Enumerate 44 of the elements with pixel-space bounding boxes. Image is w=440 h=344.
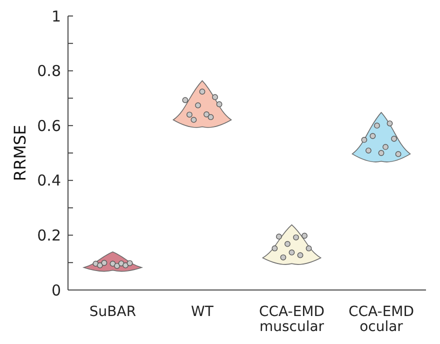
x-tick-label: WT [191,304,214,320]
point [382,144,388,150]
point [208,114,214,120]
point [366,148,372,154]
point [374,122,380,129]
point [395,151,402,158]
point [284,241,290,247]
point [216,101,222,108]
y-tick-label: 0 [51,281,61,300]
point [280,254,286,260]
x-tick-label: CCA-EMD ocular [348,304,414,335]
y-tick-label: 0.4 [37,172,61,190]
point [110,260,116,267]
point [114,262,120,269]
point [378,150,384,156]
x-tick-label: SuBAR [89,304,136,320]
point [297,252,304,258]
point [306,245,312,252]
point [186,112,192,118]
point [391,136,397,142]
point [195,102,201,108]
point [190,116,197,123]
point [122,262,128,268]
point [288,250,295,256]
point [199,88,206,95]
point [212,94,218,100]
point [370,133,376,139]
point [204,111,210,118]
point [293,234,299,240]
point [302,232,308,239]
point [101,260,108,266]
x-tick-label: CCA-EMD muscular [258,304,325,335]
point [182,97,188,104]
y-tick-label: 0.8 [37,62,61,80]
point [97,262,103,268]
point [272,245,278,252]
y-axis-title: RRMSE [10,124,30,182]
point [276,234,282,240]
point [361,136,368,143]
point [126,260,133,266]
point [386,120,393,126]
y-tick-label: 0.2 [37,226,61,245]
y-tick-label: 0.6 [37,116,61,135]
y-tick-label: 1 [51,7,61,26]
